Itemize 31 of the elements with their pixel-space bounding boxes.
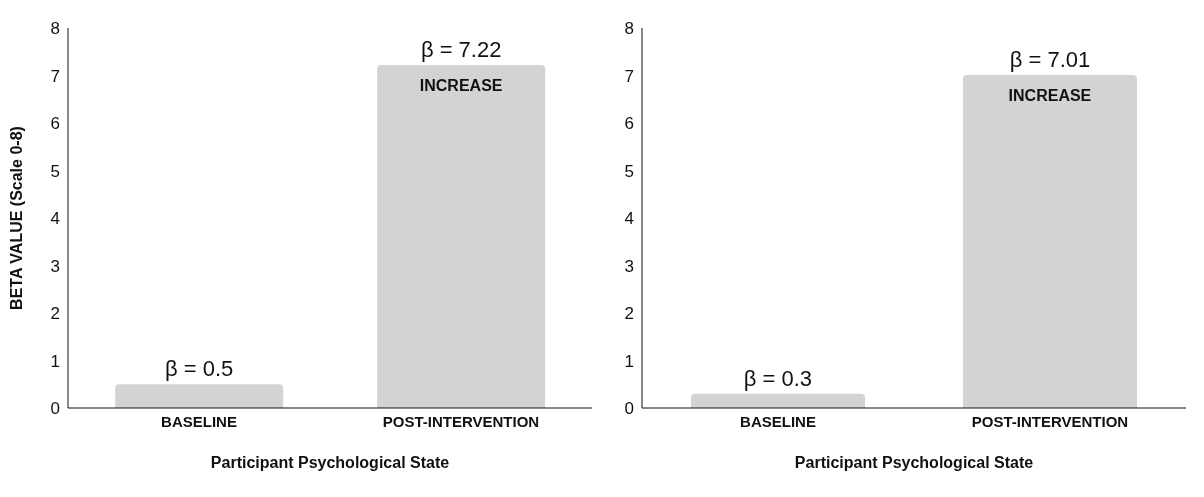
y-tick-label: 1 [624,351,634,371]
data-label: β = 0.5 [165,356,234,382]
x-tick-label: BASELINE [740,412,816,430]
y-tick-label: 3 [624,256,634,276]
x-tick-label: BASELINE [161,412,237,430]
annotation: INCREASE [1008,87,1092,105]
y-tick-label: 3 [50,256,60,276]
y-tick-label: 4 [624,209,634,229]
y-tick-label: 2 [624,304,634,324]
y-tick-label: 7 [50,66,60,86]
y-axis-title: BETA VALUE (Scale 0-8) [7,126,25,310]
y-tick-label: 0 [50,399,60,419]
annotation: INCREASE [419,77,503,95]
y-tick-label: 6 [50,114,60,134]
y-tick-label: 5 [624,161,634,181]
data-label: β = 7.01 [1009,47,1091,73]
y-tick-label: 1 [50,351,60,371]
data-label: β = 0.3 [743,365,813,391]
y-tick-label: 8 [624,19,634,39]
x-tick-label: POST-INTERVENTION [971,412,1129,430]
y-tick-label: 5 [50,161,60,181]
x-tick-label: POST-INTERVENTION [382,412,540,430]
x-axis-title: Participant Psychological State [794,454,1034,471]
data-label: β = 7.22 [420,37,502,63]
y-tick-label: 6 [624,114,634,134]
x-axis-title: Participant Psychological State [210,454,450,471]
y-tick-label: 0 [624,399,634,419]
y-tick-label: 8 [50,19,60,39]
y-tick-label: 4 [50,209,60,229]
y-tick-label: 2 [50,304,60,324]
y-tick-label: 7 [624,66,634,86]
